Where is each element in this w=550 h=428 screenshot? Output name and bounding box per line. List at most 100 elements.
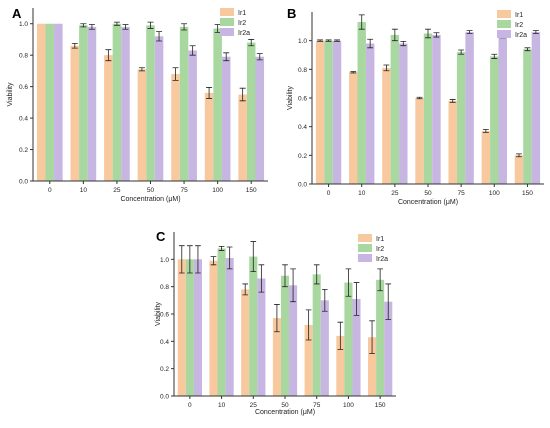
error-bar bbox=[391, 28, 398, 42]
bar bbox=[45, 23, 55, 182]
bar bbox=[249, 256, 258, 396]
error-bar bbox=[532, 30, 539, 34]
bar bbox=[36, 23, 46, 182]
error-bar bbox=[218, 245, 225, 251]
legend-swatch bbox=[220, 28, 234, 36]
y-tick-label: 0.2 bbox=[160, 366, 169, 373]
bar bbox=[498, 36, 507, 185]
bar bbox=[54, 23, 63, 182]
bar bbox=[185, 259, 194, 396]
error-bar bbox=[317, 39, 324, 42]
error-bar bbox=[256, 53, 263, 61]
error-bar bbox=[449, 99, 456, 103]
y-tick-label: 0.4 bbox=[19, 116, 28, 123]
error-bar bbox=[223, 52, 230, 62]
bar bbox=[324, 40, 333, 184]
y-tick-label: 0.8 bbox=[160, 284, 169, 291]
bar bbox=[357, 22, 366, 185]
bar bbox=[304, 324, 313, 396]
bar bbox=[336, 335, 345, 396]
legend: Ir1 Ir2 Ir2a bbox=[220, 8, 250, 37]
legend: Ir1 Ir2 Ir2a bbox=[497, 10, 527, 39]
error-bar bbox=[258, 264, 265, 293]
error-bar bbox=[138, 67, 145, 72]
bar bbox=[87, 26, 97, 182]
y-axis-title: Viability bbox=[155, 302, 162, 326]
x-tick-label: 75 bbox=[458, 190, 466, 197]
y-tick-label: 0.6 bbox=[160, 312, 169, 319]
bar bbox=[384, 301, 393, 396]
error-bar bbox=[458, 49, 465, 55]
error-bar bbox=[337, 321, 344, 350]
y-tick-label: 0.0 bbox=[19, 179, 28, 186]
bar bbox=[390, 34, 400, 185]
bar bbox=[104, 55, 113, 181]
x-axis-title: Concentration (μM) bbox=[398, 199, 458, 206]
y-tick-label: 1.0 bbox=[19, 21, 28, 28]
bar bbox=[121, 26, 130, 182]
x-tick-label: 75 bbox=[313, 402, 321, 409]
bar bbox=[415, 98, 424, 184]
error-bar bbox=[156, 31, 163, 42]
x-tick-label: 10 bbox=[218, 402, 226, 409]
bar bbox=[146, 25, 155, 181]
legend: Ir1 Ir2 Ir2a bbox=[358, 234, 388, 263]
error-bar bbox=[350, 71, 357, 74]
legend-label: Ir1 bbox=[515, 12, 523, 19]
error-bar bbox=[88, 24, 95, 30]
y-tick-label: 1.0 bbox=[160, 257, 169, 264]
error-bar bbox=[248, 39, 255, 47]
panel-label: C bbox=[156, 229, 166, 244]
error-bar bbox=[482, 129, 489, 133]
bar bbox=[349, 72, 358, 184]
bar bbox=[217, 248, 226, 396]
error-bar bbox=[181, 23, 188, 31]
error-bar bbox=[377, 268, 383, 292]
bar bbox=[399, 43, 408, 184]
bar bbox=[376, 279, 385, 396]
x-tick-label: 100 bbox=[343, 402, 354, 409]
legend-swatch bbox=[497, 30, 511, 38]
error-bar bbox=[334, 39, 340, 42]
bar bbox=[432, 34, 441, 185]
x-tick-label: 50 bbox=[424, 190, 432, 197]
bar bbox=[332, 40, 342, 184]
x-tick-label: 150 bbox=[246, 187, 257, 194]
y-tick-label: 0.4 bbox=[160, 339, 169, 346]
bar bbox=[481, 130, 491, 184]
error-bar bbox=[400, 40, 407, 47]
error-bar bbox=[195, 245, 201, 274]
bar bbox=[344, 282, 353, 396]
bar bbox=[382, 67, 391, 184]
x-tick-label: 10 bbox=[358, 190, 366, 197]
y-tick-label: 0.2 bbox=[298, 153, 307, 160]
error-bar bbox=[425, 28, 431, 39]
legend-swatch bbox=[358, 234, 372, 242]
error-bar bbox=[345, 268, 352, 297]
bar bbox=[465, 32, 474, 184]
panel-label: B bbox=[287, 6, 296, 21]
bar bbox=[257, 278, 266, 396]
bar bbox=[246, 42, 256, 181]
bar bbox=[531, 32, 541, 184]
error-bar bbox=[416, 96, 423, 100]
bar bbox=[456, 52, 466, 184]
bar bbox=[315, 40, 325, 184]
bar bbox=[221, 56, 231, 181]
bar bbox=[79, 25, 88, 181]
x-tick-label: 150 bbox=[375, 402, 386, 409]
legend-label: Ir2 bbox=[376, 246, 384, 253]
error-bar bbox=[466, 30, 473, 34]
error-bar bbox=[242, 283, 249, 296]
error-bar bbox=[122, 24, 129, 30]
error-bar bbox=[385, 283, 392, 320]
bar bbox=[289, 285, 298, 396]
error-bar bbox=[369, 320, 375, 355]
error-bar bbox=[113, 21, 120, 26]
x-axis-title: Concentration (μM) bbox=[255, 409, 315, 416]
error-bar bbox=[321, 289, 328, 312]
x-tick-label: 0 bbox=[327, 190, 331, 197]
error-bar bbox=[71, 42, 78, 49]
bar bbox=[177, 259, 186, 396]
